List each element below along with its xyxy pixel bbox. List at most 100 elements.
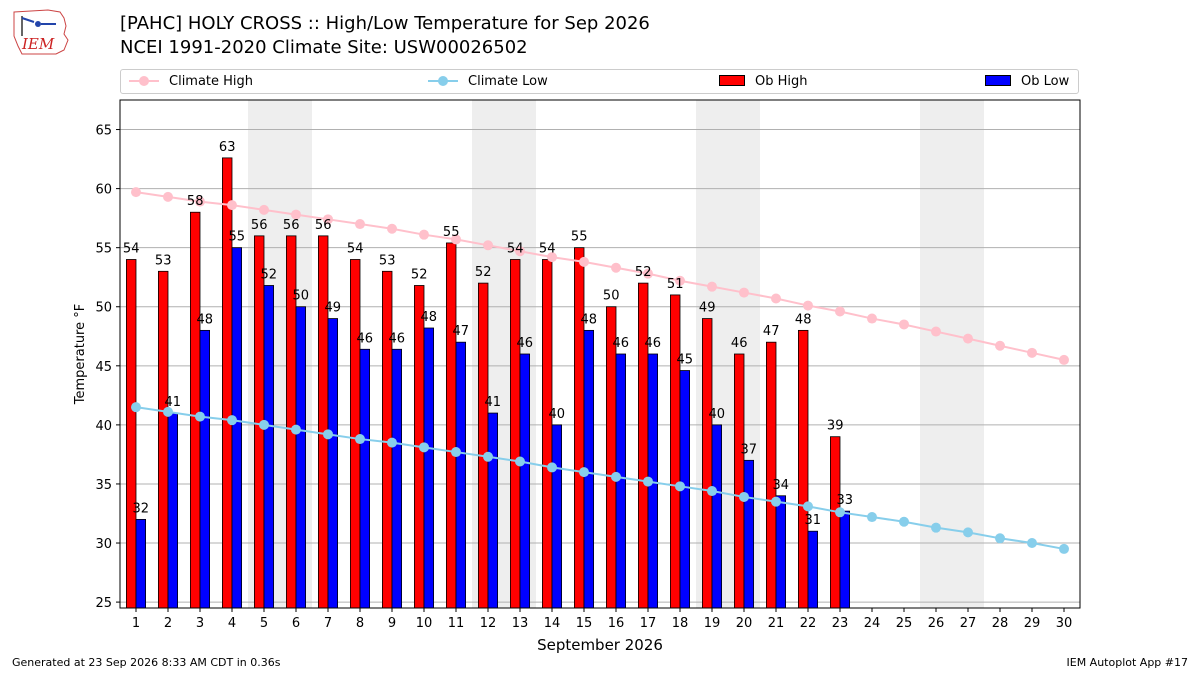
climate-low-point-27 bbox=[963, 527, 973, 538]
ob-high-bar-16 bbox=[606, 306, 617, 609]
ob-high-bar-11 bbox=[445, 242, 457, 609]
climate-low-point-2 bbox=[163, 406, 173, 417]
ob-low-bar-19 bbox=[711, 424, 723, 609]
climate-high-point-29 bbox=[1027, 347, 1037, 358]
ob-low-bar-10 bbox=[423, 327, 435, 609]
chart-title: [PAHC] HOLY CROSS :: High/Low Temperatur… bbox=[120, 12, 650, 60]
ob-high-label-15: 55 bbox=[571, 230, 588, 245]
x-tick-label-2: 2 bbox=[164, 616, 172, 631]
x-tick-label-1: 1 bbox=[132, 616, 140, 631]
ob-high-label-23: 39 bbox=[827, 419, 844, 434]
climate-low-point-26 bbox=[931, 522, 941, 533]
ob-high-label-18: 51 bbox=[667, 277, 684, 292]
ob-low-label-4: 55 bbox=[229, 230, 246, 245]
ob-high-bar-18 bbox=[670, 294, 681, 609]
x-tick-label-24: 24 bbox=[864, 616, 881, 631]
x-tick-label-7: 7 bbox=[324, 616, 332, 631]
climate-high-point-3 bbox=[195, 196, 205, 207]
ob-low-bar-3 bbox=[199, 329, 211, 609]
ob-low-bar-12 bbox=[487, 412, 499, 609]
ob-high-bar-1 bbox=[126, 259, 137, 609]
ob-high-bar-23 bbox=[830, 436, 841, 609]
x-tick-label-22: 22 bbox=[800, 616, 817, 631]
y-tick-label-30: 30 bbox=[95, 537, 112, 552]
ob-high-bar-17 bbox=[638, 282, 649, 609]
title-line-2: NCEI 1991-2020 Climate Site: USW00026502 bbox=[120, 37, 528, 58]
climate-high-point-28 bbox=[995, 340, 1005, 351]
ob-low-bar-23 bbox=[839, 510, 851, 609]
legend-label-climate-low: Climate Low bbox=[468, 74, 548, 89]
x-tick-label-11: 11 bbox=[448, 616, 465, 631]
x-tick-label-19: 19 bbox=[704, 616, 721, 631]
x-tick-label-16: 16 bbox=[608, 616, 625, 631]
legend-label-climate-high: Climate High bbox=[169, 74, 254, 89]
ob-high-bar-19 bbox=[702, 318, 713, 609]
ob-high-bar-7 bbox=[317, 235, 329, 609]
x-tick-label-28: 28 bbox=[992, 616, 1009, 631]
ob-high-label-21: 47 bbox=[763, 324, 780, 339]
ob-high-label-3: 58 bbox=[187, 194, 204, 209]
climate-high-point-19 bbox=[707, 281, 717, 292]
climate-low-point-23 bbox=[835, 507, 845, 518]
x-tick-label-26: 26 bbox=[928, 616, 945, 631]
climate-high-point-25 bbox=[899, 319, 909, 330]
climate-low-point-15 bbox=[579, 467, 589, 478]
ob-high-bar-20 bbox=[734, 353, 745, 609]
svg-text:IEM: IEM bbox=[21, 35, 55, 53]
ob-low-label-3: 48 bbox=[197, 312, 214, 327]
ob-low-label-23: 33 bbox=[837, 493, 854, 508]
x-tick-label-23: 23 bbox=[832, 616, 849, 631]
legend-climate-low: Climate Low bbox=[428, 73, 548, 91]
y-tick-label-50: 50 bbox=[95, 301, 112, 316]
climate-high-point-27 bbox=[963, 333, 973, 344]
climate-high-point-18 bbox=[675, 275, 685, 286]
x-tick-label-9: 9 bbox=[388, 616, 396, 631]
ob-low-label-20: 37 bbox=[741, 442, 758, 457]
legend-ob-low: Ob Low bbox=[985, 73, 1069, 91]
ob-low-label-6: 50 bbox=[293, 289, 310, 304]
ob-low-label-18: 45 bbox=[677, 353, 694, 368]
ob-high-label-12: 52 bbox=[475, 265, 492, 280]
ob-high-label-11: 55 bbox=[443, 225, 460, 240]
y-axis-label: Temperature °F bbox=[73, 304, 88, 405]
ob-low-bar-14 bbox=[551, 424, 563, 609]
x-tick-label-21: 21 bbox=[768, 616, 785, 631]
x-tick-label-14: 14 bbox=[544, 616, 561, 631]
climate-high-point-24 bbox=[867, 313, 877, 324]
climate-low-point-13 bbox=[515, 456, 525, 467]
x-tick-label-5: 5 bbox=[260, 616, 268, 631]
climate-low-point-30 bbox=[1059, 543, 1069, 554]
ob-low-label-1: 32 bbox=[133, 501, 150, 516]
x-tick-label-27: 27 bbox=[960, 616, 977, 631]
x-tick-label-15: 15 bbox=[576, 616, 593, 631]
climate-low-point-3 bbox=[195, 411, 205, 422]
ob-low-label-2: 41 bbox=[165, 395, 182, 410]
ob-high-label-1: 54 bbox=[123, 241, 140, 256]
climate-high-point-15 bbox=[579, 256, 589, 267]
climate-low-point-10 bbox=[419, 442, 429, 453]
ob-low-label-11: 47 bbox=[453, 324, 470, 339]
ob-high-label-17: 52 bbox=[635, 265, 652, 280]
ob-high-bar-21 bbox=[766, 341, 777, 609]
ob-low-label-22: 31 bbox=[805, 513, 822, 528]
ob-low-bar-13 bbox=[519, 353, 531, 609]
climate-low-line bbox=[135, 406, 1065, 550]
climate-high-point-20 bbox=[739, 287, 749, 298]
ob-low-label-16: 46 bbox=[613, 336, 630, 351]
legend-climate-high: Climate High bbox=[129, 73, 253, 91]
ob-high-label-9: 53 bbox=[379, 253, 396, 268]
y-tick-label-35: 35 bbox=[95, 478, 112, 493]
climate-high-point-26 bbox=[931, 326, 941, 337]
climate-high-point-12 bbox=[483, 240, 493, 251]
ob-low-label-19: 40 bbox=[709, 407, 726, 422]
ob-low-bar-21 bbox=[775, 495, 787, 609]
x-axis-label: September 2026 bbox=[537, 636, 663, 654]
ob-low-bar-6 bbox=[295, 306, 307, 609]
y-tick-label-60: 60 bbox=[95, 183, 112, 198]
climate-high-point-11 bbox=[451, 234, 461, 245]
y-tick-label-45: 45 bbox=[95, 360, 112, 375]
ob-low-label-15: 48 bbox=[581, 312, 598, 327]
x-tick-label-10: 10 bbox=[416, 616, 433, 631]
ob-low-label-9: 46 bbox=[389, 331, 406, 346]
x-tick-label-6: 6 bbox=[292, 616, 300, 631]
